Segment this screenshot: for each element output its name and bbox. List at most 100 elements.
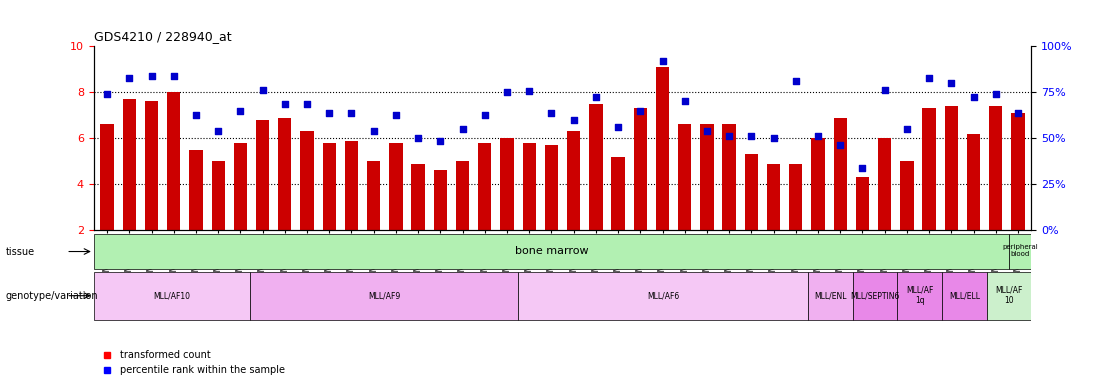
Bar bbox=[700, 124, 714, 230]
Bar bbox=[900, 161, 913, 230]
Bar bbox=[789, 164, 803, 230]
Bar bbox=[856, 177, 869, 230]
FancyBboxPatch shape bbox=[518, 272, 808, 319]
Point bbox=[543, 110, 560, 116]
Bar bbox=[922, 108, 935, 230]
Point bbox=[786, 78, 804, 84]
Point bbox=[298, 101, 315, 107]
Legend: transformed count, percentile rank within the sample: transformed count, percentile rank withi… bbox=[98, 346, 289, 379]
Point bbox=[431, 137, 449, 144]
Bar bbox=[234, 143, 247, 230]
Bar bbox=[478, 143, 492, 230]
Text: MLL/AF9: MLL/AF9 bbox=[367, 291, 400, 300]
Bar bbox=[212, 161, 225, 230]
Bar bbox=[167, 92, 181, 230]
Bar bbox=[745, 154, 758, 230]
Bar bbox=[122, 99, 136, 230]
Bar bbox=[967, 134, 981, 230]
Bar bbox=[501, 138, 514, 230]
FancyBboxPatch shape bbox=[808, 272, 853, 319]
Point bbox=[987, 91, 1005, 98]
Bar bbox=[190, 150, 203, 230]
Bar bbox=[767, 164, 780, 230]
Bar bbox=[100, 124, 114, 230]
Point bbox=[965, 94, 983, 100]
Bar bbox=[589, 104, 602, 230]
Bar bbox=[989, 106, 1003, 230]
Point bbox=[676, 98, 694, 104]
FancyBboxPatch shape bbox=[94, 272, 250, 319]
Text: genotype/variation: genotype/variation bbox=[6, 291, 98, 301]
Text: peripheral
blood: peripheral blood bbox=[1003, 244, 1038, 257]
Bar bbox=[144, 101, 158, 230]
Text: bone marrow: bone marrow bbox=[515, 246, 588, 256]
Point bbox=[854, 165, 871, 171]
Point bbox=[764, 135, 782, 141]
Point bbox=[254, 87, 271, 93]
Point bbox=[876, 87, 893, 93]
Point bbox=[521, 88, 538, 94]
Point bbox=[387, 112, 405, 118]
Bar bbox=[656, 67, 670, 230]
Point bbox=[343, 110, 361, 116]
Point bbox=[98, 91, 116, 98]
Point bbox=[499, 89, 516, 95]
FancyBboxPatch shape bbox=[853, 272, 898, 319]
Text: MLL/ELL: MLL/ELL bbox=[949, 291, 979, 300]
Bar bbox=[256, 120, 269, 230]
FancyBboxPatch shape bbox=[250, 272, 518, 319]
Point bbox=[720, 133, 738, 139]
Point bbox=[453, 126, 471, 132]
Bar bbox=[944, 106, 959, 230]
Bar bbox=[523, 143, 536, 230]
Bar bbox=[678, 124, 692, 230]
Point bbox=[232, 108, 249, 114]
FancyBboxPatch shape bbox=[94, 234, 1009, 269]
Bar bbox=[389, 143, 403, 230]
Point bbox=[631, 108, 649, 114]
Point bbox=[810, 133, 827, 139]
Bar bbox=[834, 118, 847, 230]
Text: MLL/AF
1q: MLL/AF 1q bbox=[906, 286, 933, 305]
Point bbox=[920, 75, 938, 81]
Bar bbox=[633, 108, 647, 230]
Bar bbox=[322, 143, 336, 230]
Bar bbox=[611, 157, 624, 230]
Point bbox=[587, 94, 604, 100]
Text: MLL/AF6: MLL/AF6 bbox=[646, 291, 679, 300]
Bar bbox=[345, 141, 358, 230]
Text: MLL/AF
10: MLL/AF 10 bbox=[995, 286, 1022, 305]
Bar bbox=[545, 145, 558, 230]
Bar bbox=[433, 170, 447, 230]
Point bbox=[742, 133, 760, 139]
FancyBboxPatch shape bbox=[1009, 234, 1031, 269]
Point bbox=[409, 135, 427, 141]
Bar bbox=[812, 138, 825, 230]
Point bbox=[1009, 110, 1027, 116]
Text: GDS4210 / 228940_at: GDS4210 / 228940_at bbox=[94, 30, 232, 43]
Point bbox=[321, 110, 339, 116]
Point bbox=[188, 112, 205, 118]
Point bbox=[276, 101, 293, 107]
Text: MLL/SEPTIN6: MLL/SEPTIN6 bbox=[850, 291, 900, 300]
Point bbox=[120, 75, 138, 81]
Text: MLL/ENL: MLL/ENL bbox=[814, 291, 847, 300]
FancyBboxPatch shape bbox=[942, 272, 987, 319]
Point bbox=[565, 117, 582, 123]
Point bbox=[898, 126, 915, 132]
Bar bbox=[722, 124, 736, 230]
Point bbox=[365, 128, 383, 134]
Point bbox=[165, 73, 183, 79]
Bar bbox=[567, 131, 580, 230]
Bar bbox=[411, 164, 425, 230]
Text: MLL/AF10: MLL/AF10 bbox=[153, 291, 191, 300]
Bar bbox=[367, 161, 381, 230]
FancyBboxPatch shape bbox=[898, 272, 942, 319]
Text: tissue: tissue bbox=[6, 247, 34, 257]
Point bbox=[476, 112, 494, 118]
Point bbox=[654, 58, 672, 64]
Point bbox=[609, 124, 627, 130]
Point bbox=[942, 80, 960, 86]
Bar bbox=[878, 138, 891, 230]
Point bbox=[832, 142, 849, 148]
